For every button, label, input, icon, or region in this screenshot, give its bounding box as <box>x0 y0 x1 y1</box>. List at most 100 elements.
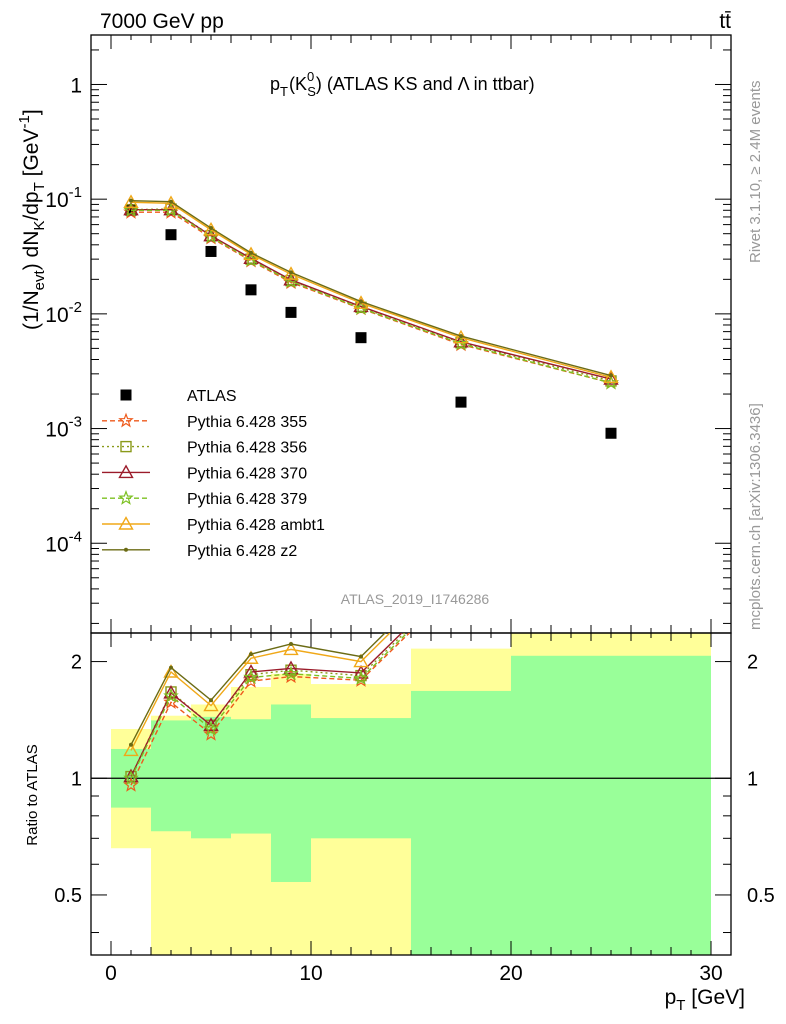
main-ytick-label-0: 1 <box>70 74 82 97</box>
legend-marker-p355 <box>118 412 134 428</box>
main-y-axis: 1 10-1 10-2 10-3 10-4 <box>45 49 731 624</box>
ratio-point-ambt1-1 <box>163 664 179 678</box>
xtick-label-1: 10 <box>299 962 322 985</box>
band-inner-1 <box>151 720 191 832</box>
xtick-label-3: 30 <box>699 962 722 985</box>
main-ytick-label-2: 10-2 <box>45 299 82 327</box>
ratio-point-p379-7 <box>605 595 617 607</box>
band-inner-3 <box>231 719 271 834</box>
main-ytick-label-3: 10-3 <box>45 414 82 442</box>
main-point-ambt1-2 <box>203 221 219 236</box>
ratio-point-z2-3 <box>249 652 253 657</box>
ratio-point-z2-7 <box>609 580 613 584</box>
main-point-atlas-3 <box>245 284 257 296</box>
ratio-point-ambt1-6 <box>455 556 468 568</box>
ratio-line-p355 <box>130 633 411 786</box>
ratio-ytick-label-left-2: 2 <box>71 652 82 674</box>
ratio-point-p370-7 <box>605 590 618 602</box>
main-line-p370 <box>131 208 612 380</box>
ratio-point-p356-6 <box>456 572 466 582</box>
ratio-point-p379-1 <box>163 687 179 703</box>
main-line-ambt1 <box>130 201 612 378</box>
main-line-p356 <box>130 208 612 382</box>
main-point-z2-5 <box>359 299 363 304</box>
main-line-p355 <box>131 211 612 384</box>
ratio-point-p379-5 <box>353 670 369 686</box>
plot-title: pT(K0 S) (ATLAS KS and Λ in ttbar) <box>270 69 535 99</box>
main-point-z2-3 <box>249 250 253 255</box>
ratio-point-z2-0 <box>129 742 133 747</box>
ratio-point-ambt1-4 <box>283 641 299 656</box>
legend-label-atlas: ATLAS <box>187 388 237 405</box>
ratio-point-z2-5 <box>359 654 363 659</box>
ratio-point-ambt1-7 <box>605 581 618 593</box>
main-point-ambt1-3 <box>243 246 259 261</box>
ratio-point-p370-5 <box>353 664 369 679</box>
band-inner-7 <box>511 655 711 955</box>
mcplots-label: mcplots.cern.ch [arXiv:1306.3436] <box>747 403 764 630</box>
ratio-uncertainty-bands <box>111 633 711 955</box>
ratio-point-z2-4 <box>289 642 293 647</box>
main-x-ticks <box>110 35 712 633</box>
legend-label-ambt1: Pythia 6.428 ambt1 <box>187 517 325 534</box>
ratio-y-axis-label: Ratio to ATLAS <box>24 744 41 845</box>
main-y-axis-label: (1/Nevt) dNK/dpT [GeV-1] <box>16 109 48 330</box>
legend-marker-p379 <box>118 489 134 505</box>
rivet-label: Rivet 3.1.10, ≥ 2.4M events <box>747 81 764 264</box>
main-series-group <box>123 194 619 439</box>
header-process-label: tt̄ <box>719 10 731 33</box>
main-point-p379-6 <box>453 335 469 351</box>
ratio-point-p355-0 <box>123 776 139 792</box>
main-point-ambt1-0 <box>123 194 139 208</box>
x-axis-label: pT [GeV] <box>665 986 745 1014</box>
legend-label-p356: Pythia 6.428 356 <box>187 440 307 457</box>
main-point-p370-0 <box>123 201 139 216</box>
ratio-point-ambt1-0 <box>123 742 139 757</box>
main-point-z2-1 <box>169 199 173 204</box>
ratio-ytick-label-right-1: 1 <box>747 768 758 790</box>
xtick-label-0: 0 <box>105 962 117 985</box>
ratio-line-p356 <box>130 633 406 777</box>
main-point-p379-3 <box>243 251 259 267</box>
ratio-line-z2 <box>130 633 386 746</box>
ratio-point-z2-1 <box>169 665 173 670</box>
main-point-atlas-1 <box>165 229 177 241</box>
band-inner-4 <box>271 704 311 882</box>
main-point-atlas-5 <box>355 332 367 344</box>
ratio-point-p379-2 <box>203 720 219 736</box>
ratio-ytick-label-right-2: 2 <box>747 652 758 674</box>
legend: ATLAS Pythia 6.428 355 Pythia 6.428 356 Pyt… <box>102 388 325 560</box>
main-point-z2-4 <box>289 270 293 275</box>
ratio-y-axis: 0.5 0.5 1 1 2 2 <box>54 652 775 934</box>
ratio-point-z2-2 <box>209 698 213 703</box>
main-point-atlas-2 <box>205 245 217 257</box>
legend-marker-atlas <box>120 389 132 401</box>
ratio-point-p355-7 <box>605 598 617 610</box>
main-point-p379-7 <box>603 374 619 390</box>
main-point-z2-0 <box>129 198 133 203</box>
main-point-ambt1-7 <box>603 369 619 383</box>
ratio-series-group <box>123 556 618 792</box>
band-inner-2 <box>191 716 231 839</box>
legend-marker-ambt1 <box>118 516 134 530</box>
legend-marker-p370 <box>118 464 134 479</box>
ratio-point-ambt1-2 <box>203 697 219 712</box>
main-point-z2-7 <box>609 373 613 378</box>
main-ytick-label-4: 10-4 <box>45 528 82 556</box>
main-point-atlas-7 <box>605 427 617 439</box>
ratio-point-p379-3 <box>243 669 259 685</box>
main-ytick-label-1: 10-1 <box>45 184 82 212</box>
ratio-point-p355-2 <box>203 725 219 741</box>
ratio-point-p370-1 <box>163 685 179 699</box>
legend-label-p370: Pythia 6.428 370 <box>187 465 307 482</box>
main-point-p370-7 <box>603 371 619 385</box>
main-point-ambt1-1 <box>163 195 179 210</box>
main-point-atlas-4 <box>285 306 297 318</box>
main-point-z2-2 <box>209 226 213 231</box>
ratio-point-ambt1-5 <box>353 653 369 668</box>
main-point-p379-0 <box>123 202 139 217</box>
legend-marker-z2 <box>124 547 128 552</box>
analysis-watermark: ATLAS_2019_I1746286 <box>341 591 490 607</box>
ratio-point-p379-4 <box>283 665 299 681</box>
